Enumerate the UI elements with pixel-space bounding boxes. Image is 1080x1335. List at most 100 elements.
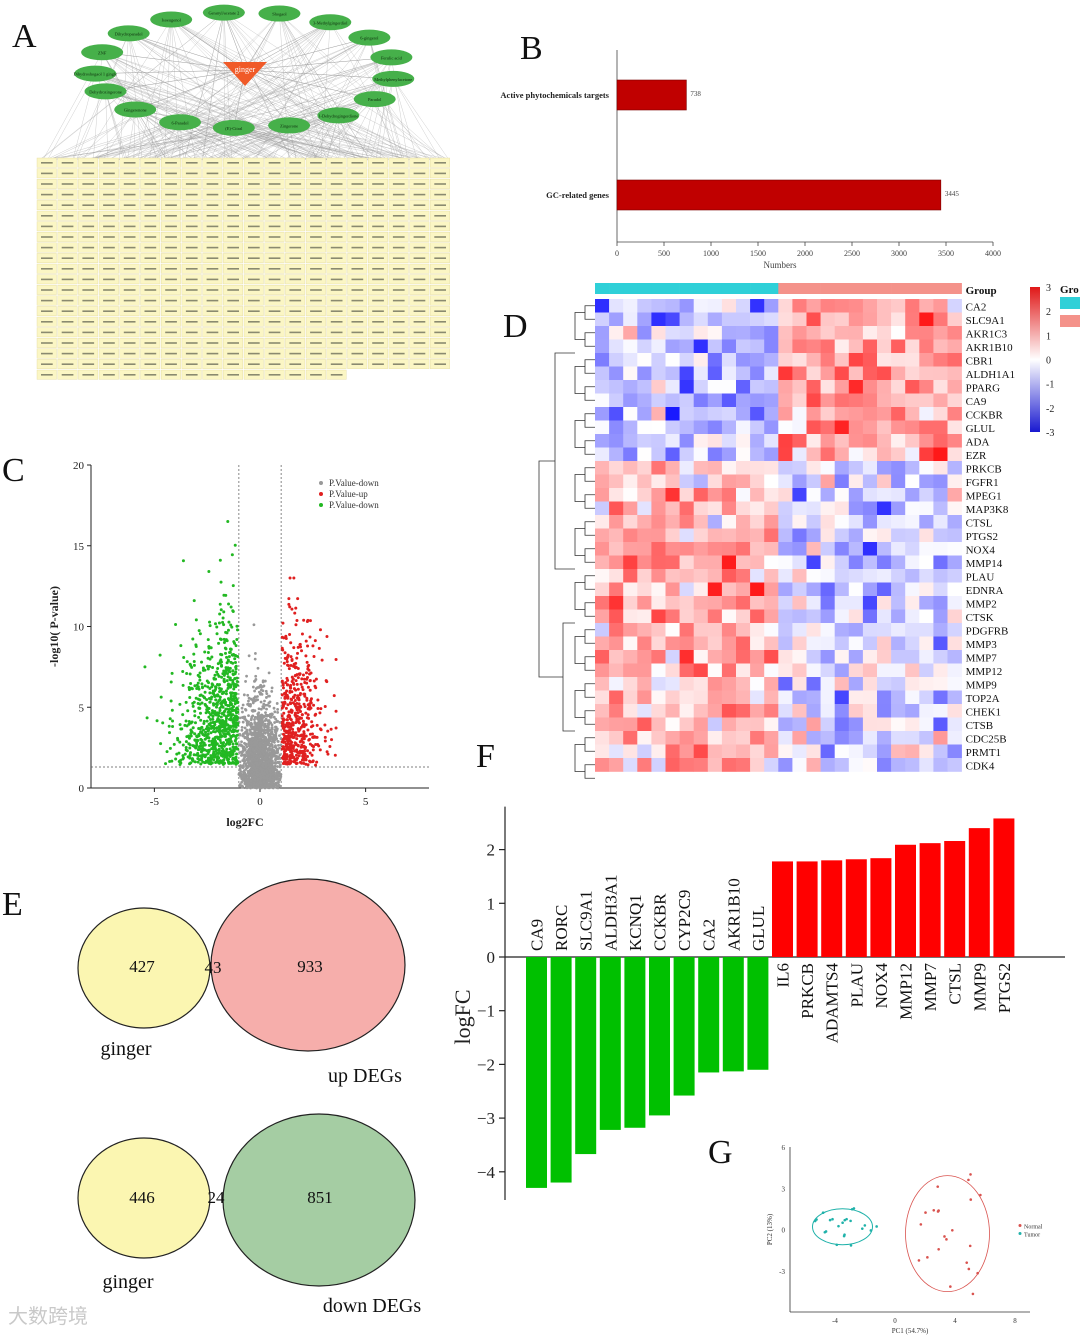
point-up [287,731,291,735]
network-edge [171,19,404,161]
heatmap-cell [693,542,709,556]
network-edge [95,73,318,161]
heatmap-cell [933,663,948,678]
point-down [184,746,188,750]
heatmap-cell [693,609,709,624]
heatmap-cell [806,420,821,435]
point-down [216,662,220,666]
heatmap-cell [947,677,962,691]
heatmap-cell [679,434,694,448]
heatmap-cell [637,555,652,570]
gene-node-label [248,268,260,270]
heatmap-cell [947,596,962,610]
gene-node-label [144,289,157,291]
gene-node-label [103,183,115,185]
point-down [226,710,230,714]
point-down [193,732,197,736]
gene-node-label [185,331,198,334]
heatmap-cell [764,393,779,408]
heatmap-cell [891,542,906,556]
point-down [194,745,198,749]
point-up [304,639,308,643]
point-up [323,739,327,743]
heatmap-cell [764,407,779,421]
heatmap-cell [848,326,864,340]
heatmap-cell [806,663,821,678]
heatmap-cell [834,420,850,435]
gene-node-label [103,204,115,206]
gene-node-label [185,204,198,206]
heatmap-cell [877,474,892,489]
point-up [289,725,293,729]
heatmap-cell [764,461,779,475]
group-bar-cell [806,283,821,294]
heatmap-cell [750,501,765,516]
point-ns [266,769,269,773]
heatmap-cell [919,569,934,583]
point-down [215,683,219,687]
gene-node-label [434,310,446,312]
network-edge [119,33,129,161]
point-ns [244,743,248,746]
heatmap-cell [933,515,948,529]
gene-node-label [82,331,95,334]
gene-node-label [41,172,53,175]
gene-node-label [123,268,136,270]
heatmap-cell [693,366,709,381]
heatmap-cell [877,542,892,556]
point-ns [247,699,250,703]
heatmap-cell [905,582,920,597]
heatmap-cell [891,326,906,340]
gene-node-label [165,183,177,185]
point-down [231,713,235,717]
gene-node-label [123,172,136,175]
point-ns [244,707,247,711]
gene-node-label [372,342,384,344]
point-down [188,746,192,750]
heatmap-cell [595,542,610,556]
heatmap-cell [623,407,638,421]
gene-node-label [185,236,198,238]
heatmap-cell [637,447,652,462]
point-up [282,726,286,730]
heatmap-cell [750,623,765,637]
gene-node-label [123,162,136,164]
heatmap-cell [933,339,948,354]
point-down [189,751,193,755]
gene-node-label [351,183,364,185]
heatmap-cell [778,407,793,421]
heatmap-cell [637,636,652,651]
heatmap-cell [877,393,892,408]
point-down [223,734,227,738]
point-up [315,735,319,739]
point-up [280,714,284,718]
heatmap-cell [721,366,737,381]
group-bar-cell [891,283,906,294]
point-down [223,725,227,729]
gene-node-label [413,257,426,259]
heatmap-cell [862,420,878,435]
heatmap-cell [595,407,610,421]
heatmap-cell [595,636,610,651]
heatmap-cell [834,393,850,408]
gene-node-label [248,299,260,302]
heatmap-cell [679,623,694,637]
heatmap-cell [862,677,878,691]
point-up [294,606,298,610]
gene-node-label [289,236,302,238]
point-down [233,714,237,718]
point-up [304,758,308,762]
gene-node-label [330,204,343,206]
heatmap-cell [862,447,878,462]
network-edge [279,13,327,161]
legend-marker [319,492,323,496]
point-down [226,682,230,686]
heatmap-cell [637,366,652,381]
gene-node-label [434,257,446,259]
heatmap-cell [721,515,737,529]
heatmap-cell [919,393,934,408]
heatmap-cell [707,542,723,556]
heatmap-cell [637,461,652,475]
point-down [198,727,202,731]
